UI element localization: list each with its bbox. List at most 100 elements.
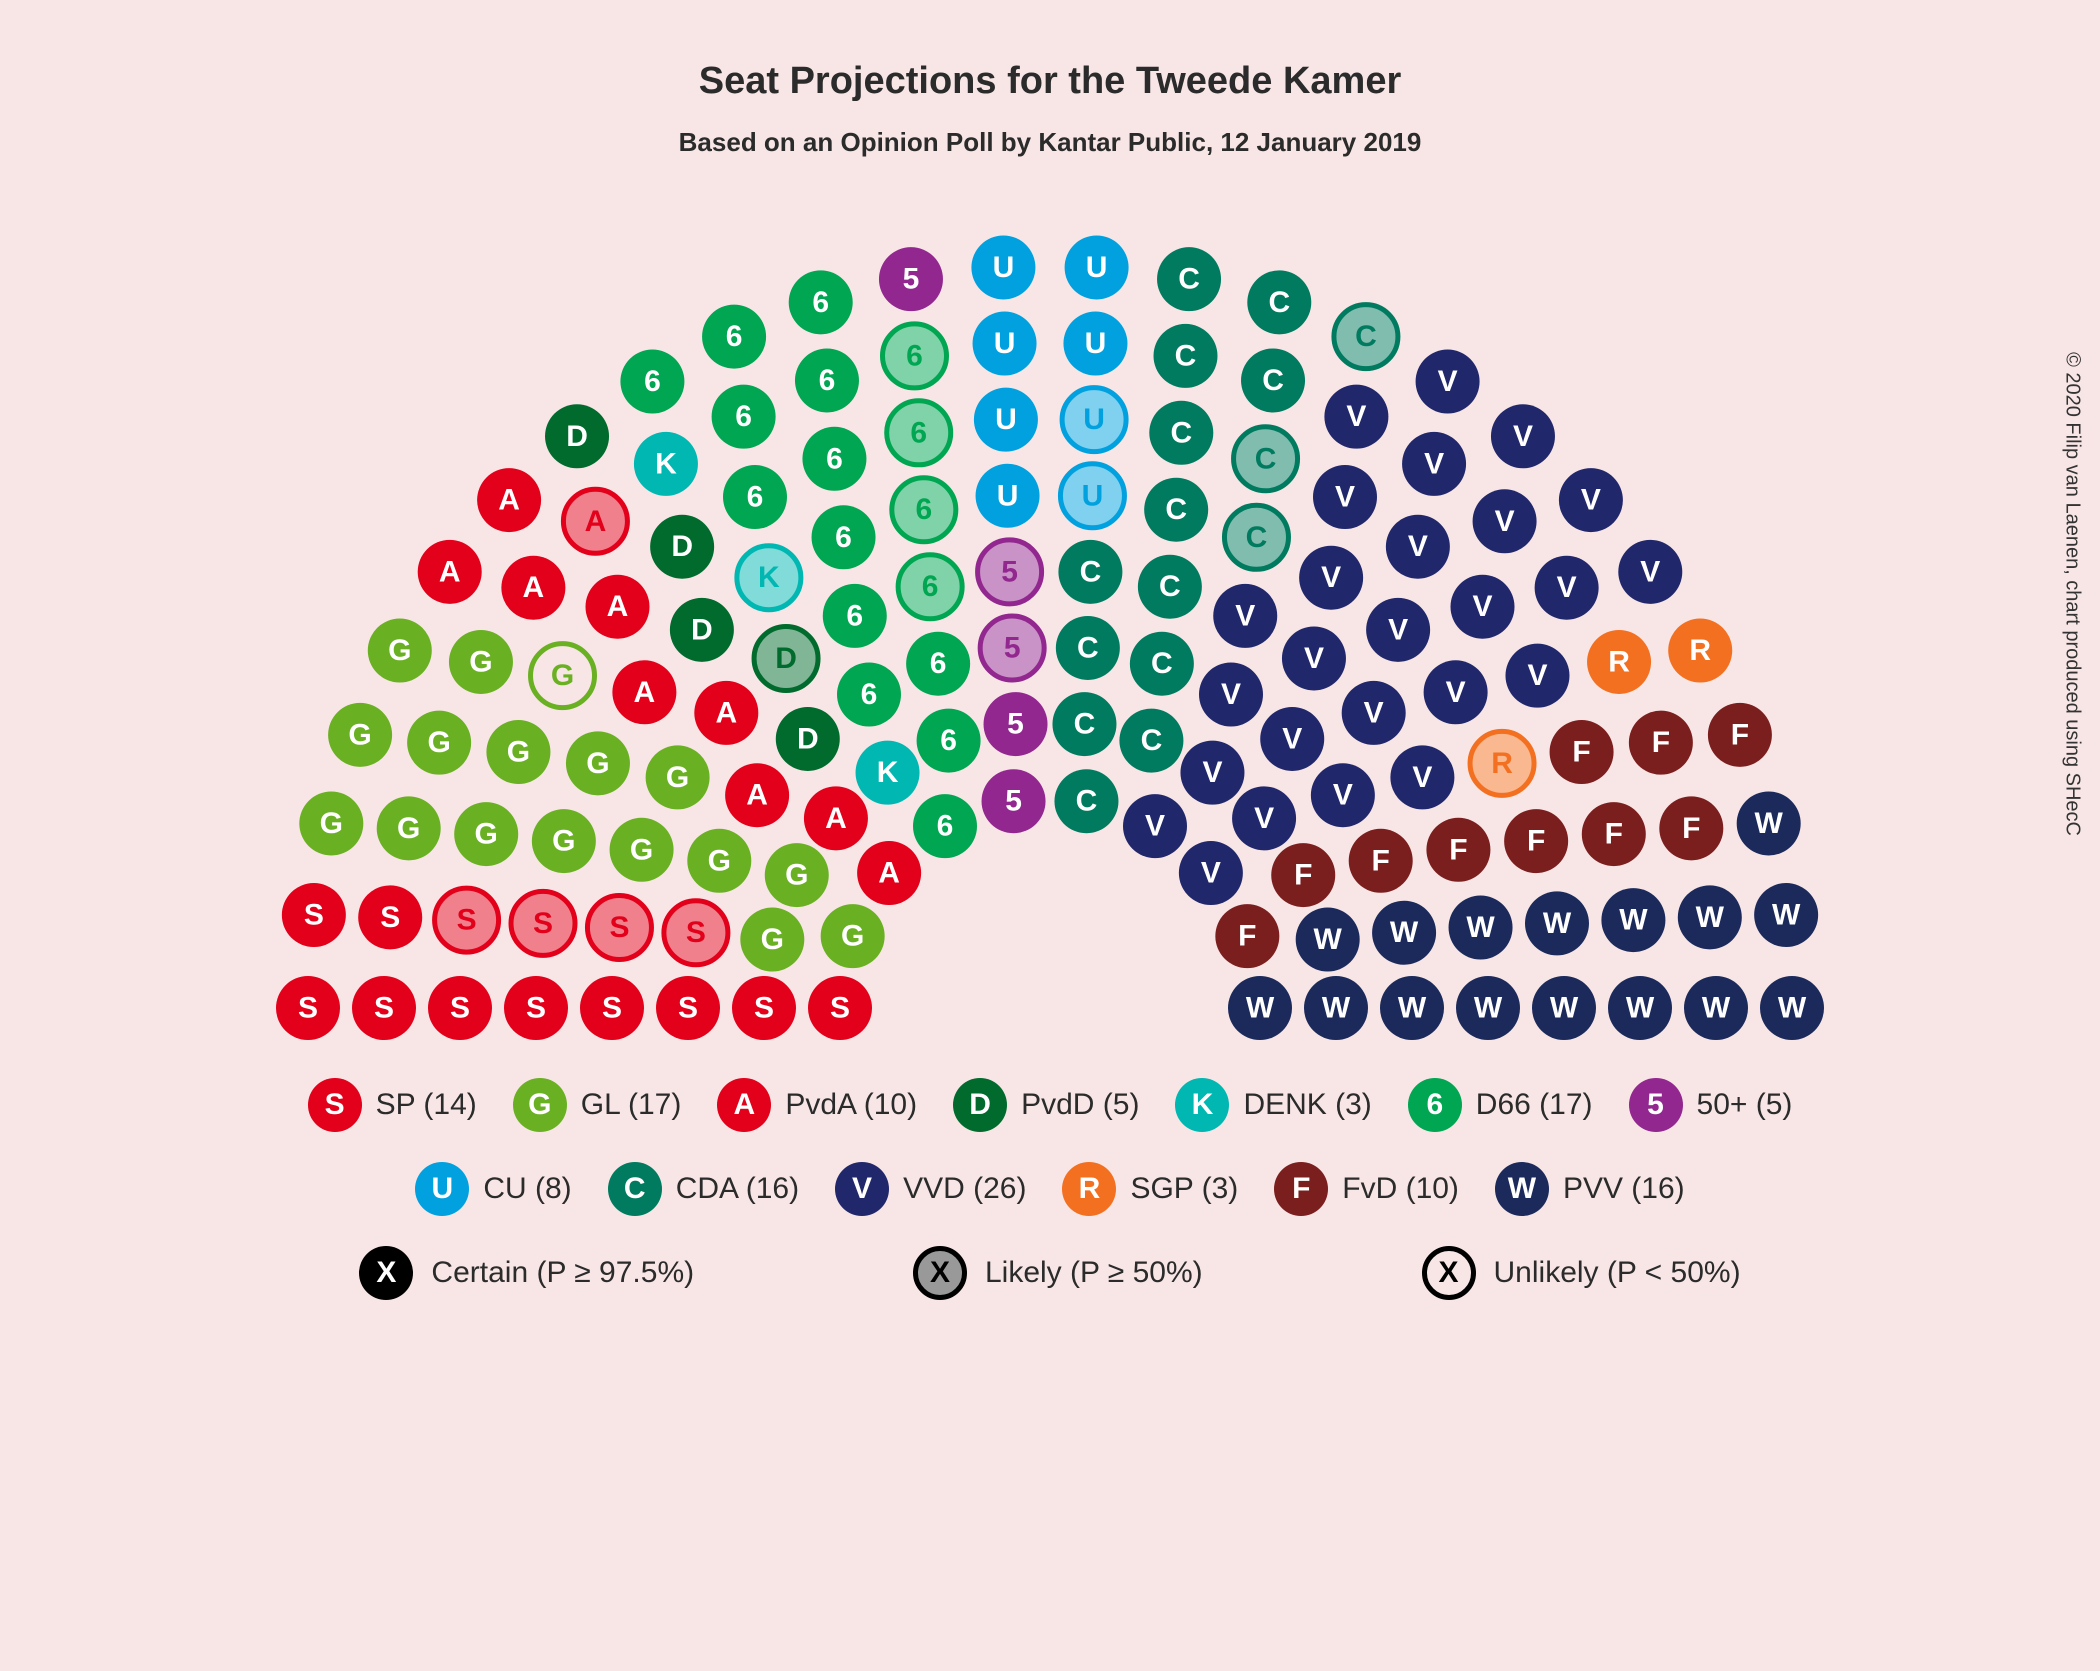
seat: W xyxy=(1304,976,1368,1040)
seat-letter: W xyxy=(1246,992,1275,1025)
seat-letter: W xyxy=(1398,992,1427,1025)
seat-letter: C xyxy=(1170,416,1192,449)
seat-letter: A xyxy=(523,571,545,604)
seat: 6 xyxy=(917,709,981,773)
seat: V xyxy=(1535,556,1599,620)
legend-swatch: W xyxy=(1495,1162,1549,1216)
seat-letter: F xyxy=(1527,825,1545,858)
legend-label: PvdD (5) xyxy=(1021,1088,1139,1122)
prob-swatch: X xyxy=(913,1246,967,1300)
seat: G xyxy=(299,791,363,855)
seat: V xyxy=(1311,763,1375,827)
seat: S xyxy=(352,976,416,1040)
seat: D xyxy=(545,404,609,468)
seat-letter: C xyxy=(1175,339,1197,372)
legend-label: CU (8) xyxy=(483,1172,571,1206)
seat-letter: U xyxy=(995,403,1017,436)
seat: V xyxy=(1390,745,1454,809)
seat-letter: D xyxy=(671,530,693,563)
seat: S xyxy=(282,883,346,947)
seat-letter: S xyxy=(304,899,324,932)
seat-letter: S xyxy=(686,916,706,949)
seat: K xyxy=(856,741,920,805)
legend-item: GGL (17) xyxy=(513,1078,682,1132)
legend-item: SSP (14) xyxy=(308,1078,477,1132)
seat: G xyxy=(486,720,550,784)
seat-letter: D xyxy=(691,613,713,646)
seat-letter: C xyxy=(1255,442,1277,475)
seat-letter: U xyxy=(994,327,1016,360)
seat-letter: W xyxy=(1390,916,1419,949)
prob-label: Unlikely (P < 50%) xyxy=(1494,1256,1741,1290)
seat: V xyxy=(1123,794,1187,858)
seat-letter: G xyxy=(841,920,864,953)
seat: U xyxy=(1062,388,1126,452)
seat-letter: S xyxy=(526,992,546,1025)
seat-letter: 6 xyxy=(735,400,752,433)
seat: 5 xyxy=(984,692,1048,756)
seat: C xyxy=(1241,348,1305,412)
seat: 6 xyxy=(882,324,946,388)
seat: F xyxy=(1659,796,1723,860)
seat-letter: V xyxy=(1640,555,1660,588)
seat: C xyxy=(1247,270,1311,334)
seat: A xyxy=(501,556,565,620)
seat: W xyxy=(1380,976,1444,1040)
seat: C xyxy=(1130,632,1194,696)
legend-item: UCU (8) xyxy=(415,1162,571,1216)
seat-letter: U xyxy=(1085,327,1107,360)
seat: F xyxy=(1629,711,1693,775)
seat-letter: F xyxy=(1682,812,1700,845)
seat-letter: A xyxy=(607,590,629,623)
seat-letter: W xyxy=(1314,923,1343,956)
seat-letter: A xyxy=(498,484,520,517)
legend-label: FvD (10) xyxy=(1342,1172,1459,1206)
seat: W xyxy=(1372,901,1436,965)
seat: R xyxy=(1668,619,1732,683)
seat: K xyxy=(737,546,801,610)
seat: 6 xyxy=(795,348,859,412)
seat-letter: 6 xyxy=(861,678,878,711)
seat-letter: D xyxy=(775,642,797,675)
seat: F xyxy=(1504,809,1568,873)
seat: G xyxy=(454,802,518,866)
seat: G xyxy=(610,818,674,882)
seat: A xyxy=(563,489,627,553)
seat-letter: W xyxy=(1619,904,1648,937)
prob-label: Likely (P ≥ 50%) xyxy=(985,1256,1203,1290)
seat-letter: 6 xyxy=(747,481,764,514)
seat-letter: A xyxy=(715,696,737,729)
seat-letter: 5 xyxy=(1005,785,1022,818)
seat-letter: F xyxy=(1731,718,1749,751)
seat: U xyxy=(1060,464,1124,528)
hemicycle-svg: SSSSSSSSSSSSSSGGGGGGGGGGGGGGGGGAAAAAAAAA… xyxy=(250,168,1850,1068)
seat: A xyxy=(585,575,649,639)
seat: 5 xyxy=(980,616,1044,680)
seat: S xyxy=(656,976,720,1040)
seat-letter: 6 xyxy=(910,416,927,449)
seat: S xyxy=(504,976,568,1040)
seat: S xyxy=(580,976,644,1040)
seat: F xyxy=(1708,703,1772,767)
seat-letter: W xyxy=(1626,992,1655,1025)
legend-swatch: 5 xyxy=(1629,1078,1683,1132)
seat-letter: A xyxy=(634,676,656,709)
legend-swatch: F xyxy=(1274,1162,1328,1216)
seat-letter: A xyxy=(825,802,847,835)
seat-letter: V xyxy=(1424,447,1444,480)
seat: 5 xyxy=(982,769,1046,833)
seat-letter: 5 xyxy=(1004,631,1021,664)
seat-letter: G xyxy=(761,923,784,956)
seat-letter: V xyxy=(1321,561,1341,594)
seat-letter: R xyxy=(1608,645,1630,678)
seat: S xyxy=(358,885,422,949)
seat-letter: 6 xyxy=(644,365,661,398)
seat: C xyxy=(1052,692,1116,756)
seat-letter: V xyxy=(1513,420,1533,453)
seat: F xyxy=(1582,802,1646,866)
seat: V xyxy=(1342,681,1406,745)
seat: W xyxy=(1678,885,1742,949)
seat-letter: C xyxy=(1262,364,1284,397)
seat: V xyxy=(1416,350,1480,414)
legend-swatch: C xyxy=(608,1162,662,1216)
